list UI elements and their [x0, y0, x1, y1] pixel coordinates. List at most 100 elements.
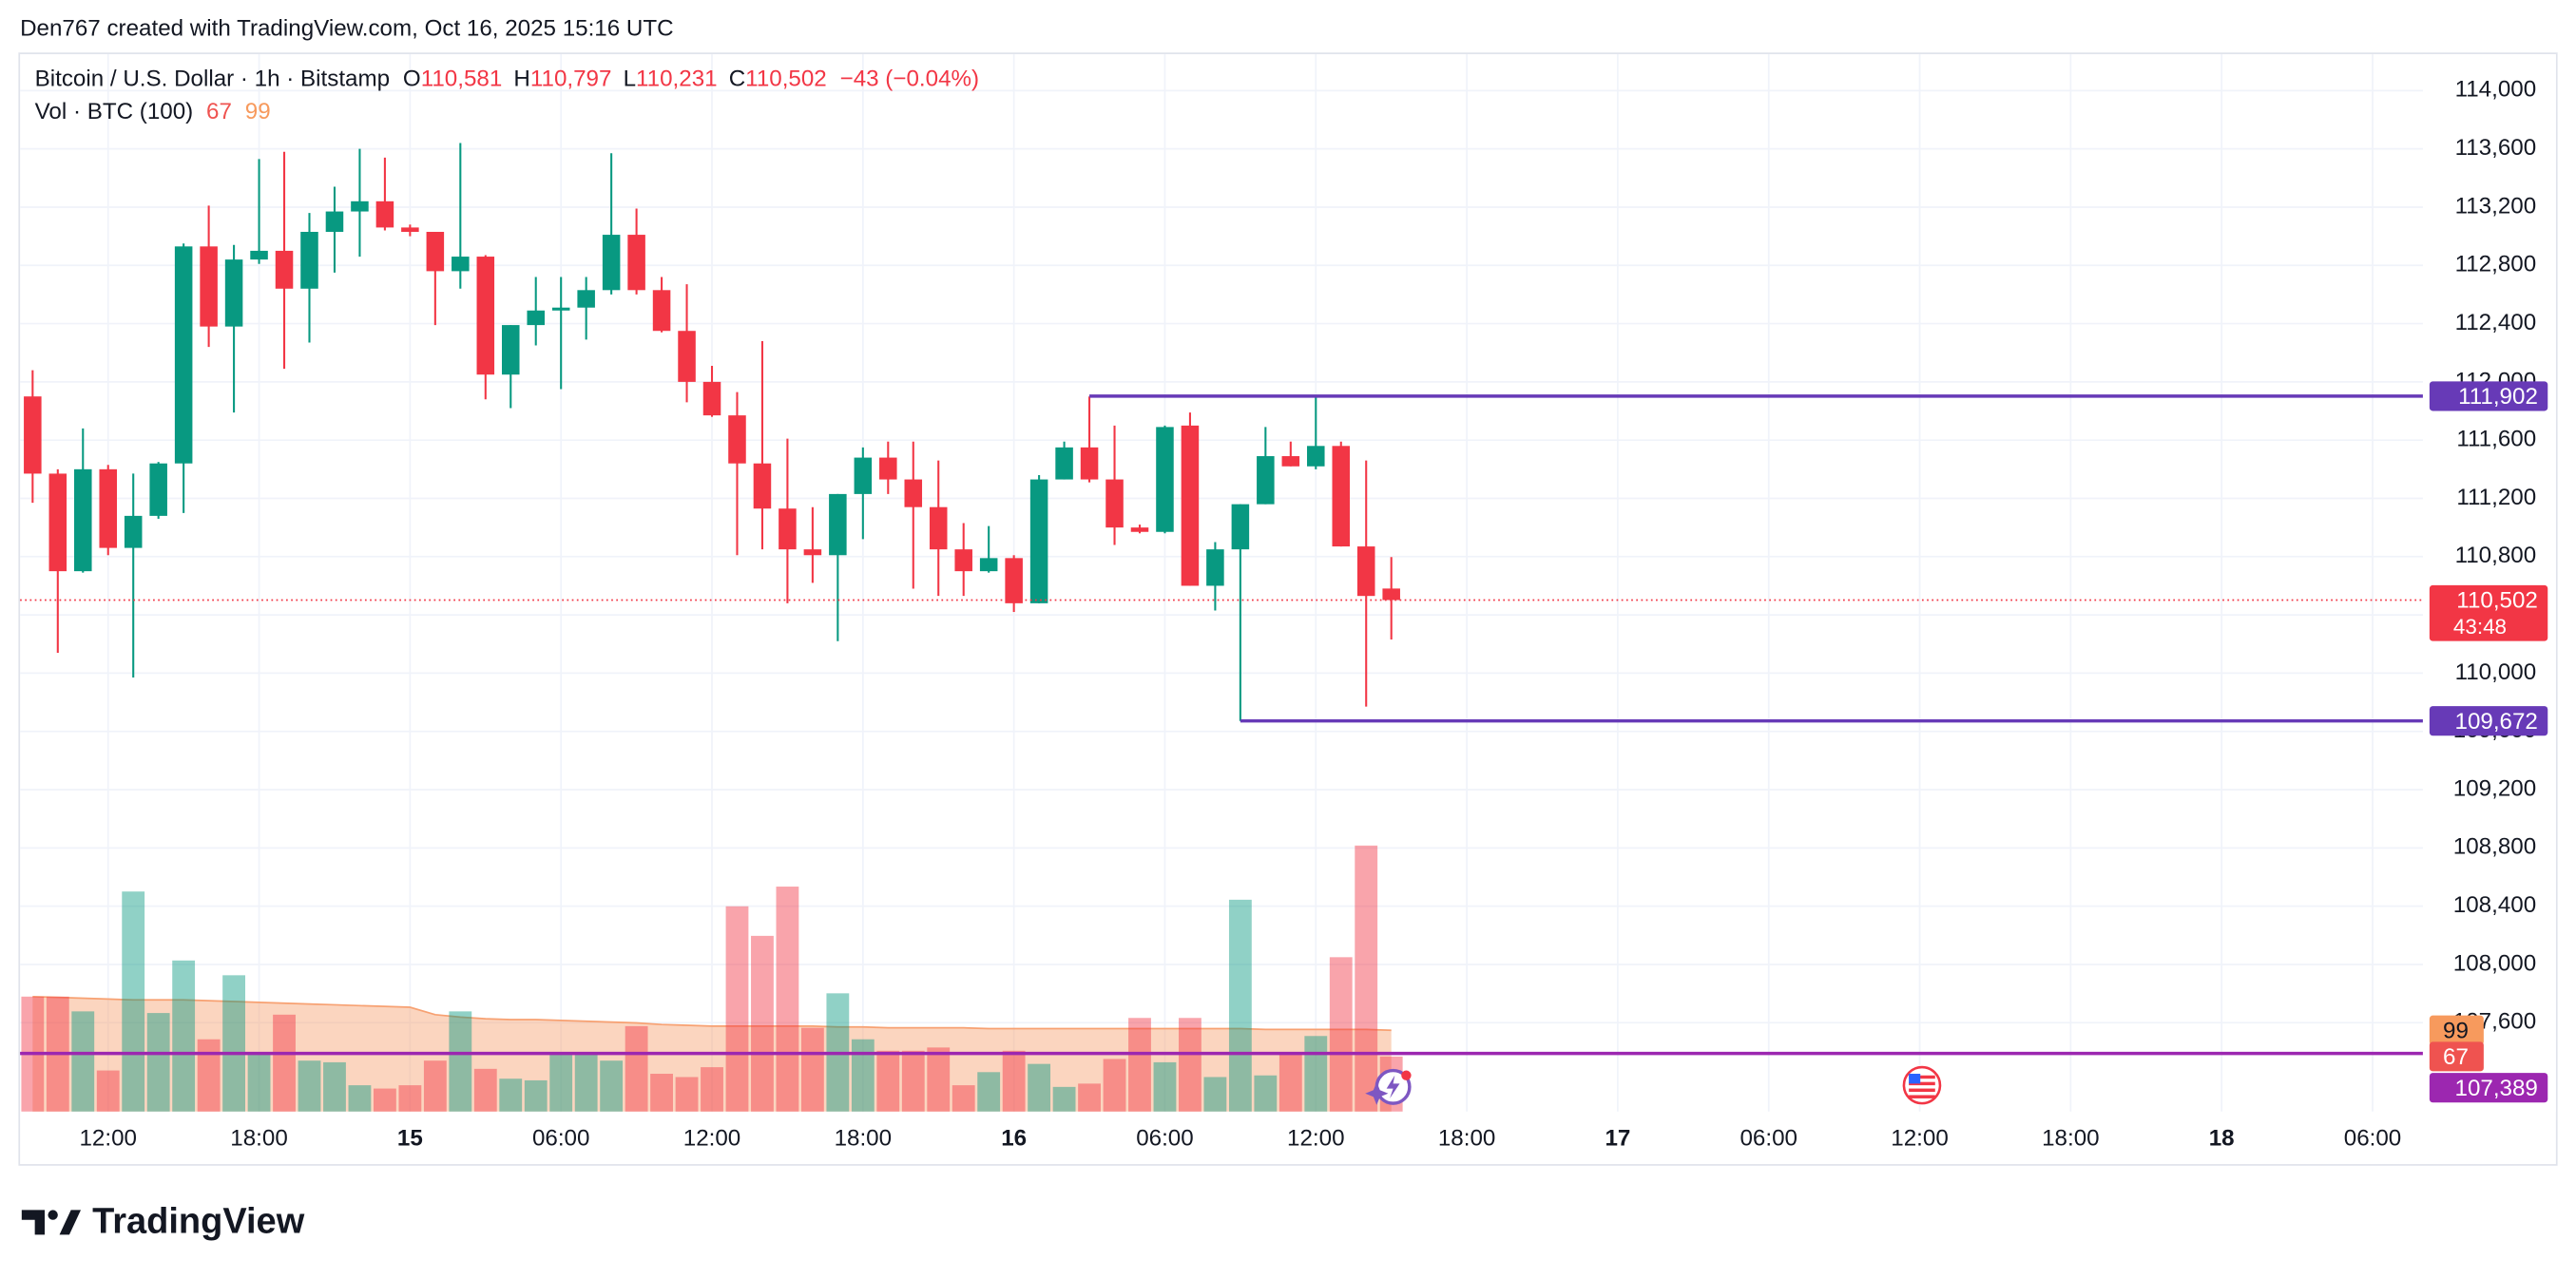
candle-body — [1356, 546, 1375, 597]
candle-body — [375, 200, 394, 228]
legend-title: Bitcoin / U.S. Dollar · 1h · Bitstamp — [35, 67, 390, 92]
candles — [24, 143, 1400, 721]
us-flag-icon[interactable] — [1902, 1065, 1942, 1105]
events-icon[interactable] — [1365, 1068, 1412, 1105]
y-tick-label: 108,800 — [2453, 834, 2536, 860]
volume-bar — [851, 1039, 875, 1112]
candle-body — [929, 506, 948, 550]
candle-body — [753, 463, 772, 509]
volume-bar — [927, 1047, 951, 1112]
candle-body — [829, 493, 847, 556]
candle-body — [1130, 527, 1149, 532]
candle-body — [452, 257, 470, 272]
candle-body — [678, 331, 696, 382]
volume-legend-ma: 99 — [245, 100, 271, 125]
volume-bar — [751, 935, 774, 1112]
legend-value: 110,502 — [745, 67, 827, 92]
candle-body — [854, 457, 873, 494]
volume-bar — [977, 1072, 1001, 1112]
volume-bar — [701, 1067, 723, 1112]
volume-ma-line — [32, 995, 1392, 1032]
volume-bar — [172, 960, 196, 1112]
volume-bar — [348, 1085, 372, 1112]
candle-body — [224, 259, 243, 327]
candle-body — [174, 246, 193, 464]
x-tick-label: 18:00 — [2042, 1126, 2100, 1152]
candle-body — [476, 257, 495, 375]
level-tag-label: 109,672 — [2455, 709, 2538, 735]
candle-body — [250, 250, 268, 260]
y-tick-label: 110,000 — [2455, 659, 2537, 685]
volume-bar — [323, 1061, 346, 1112]
x-tick-label: 12:00 — [683, 1126, 741, 1152]
candle-body — [652, 290, 671, 332]
volume-bar — [901, 1050, 925, 1112]
volume-bar — [1002, 1050, 1026, 1112]
candle-body — [1206, 549, 1224, 586]
candle-body — [1105, 479, 1124, 528]
volume-tag — [2429, 1041, 2484, 1072]
candle-body — [879, 457, 897, 480]
candle-body — [1156, 427, 1174, 532]
grid — [20, 54, 2423, 1112]
volume-bar — [1128, 1018, 1151, 1112]
axes: 107,600108,000108,400108,800109,200109,6… — [79, 77, 2536, 1152]
candle-body — [200, 246, 218, 327]
candle-body — [24, 396, 42, 474]
x-tick-label: 18:00 — [1438, 1126, 1496, 1152]
legend-value: 110,581 — [421, 67, 503, 92]
volume-tag-label: 67 — [2443, 1044, 2469, 1070]
volume-ma-tag — [2429, 1015, 2484, 1045]
volume-bar — [1304, 1036, 1328, 1112]
levels — [20, 394, 2423, 1056]
volume-bar — [1028, 1063, 1051, 1112]
candle-body — [551, 307, 570, 311]
volume-bar — [449, 1011, 472, 1112]
legend: Bitcoin / U.S. Dollar · 1h · Bitstamp O11… — [35, 67, 979, 92]
volume-bar — [1078, 1083, 1101, 1112]
candle-body — [74, 468, 92, 572]
candle-body — [1332, 446, 1351, 547]
volume-bar — [574, 1052, 598, 1112]
candle-body — [979, 558, 998, 572]
level-tag — [2429, 706, 2548, 736]
candle-body — [401, 227, 419, 233]
volume-bar — [800, 1027, 824, 1112]
candle-body — [627, 235, 645, 291]
candle-body — [325, 211, 344, 233]
legend-change: −43 (−0.04%) — [840, 67, 979, 92]
volume-bar — [298, 1060, 321, 1112]
countdown-label: 43:48 — [2453, 615, 2507, 639]
candle-body — [1281, 456, 1300, 467]
x-tick-label: 06:00 — [532, 1126, 590, 1152]
volume-bar — [1203, 1077, 1227, 1112]
x-tick-label: 12:00 — [1287, 1126, 1344, 1152]
x-tick-label: 06:00 — [2344, 1126, 2402, 1152]
volume-bar — [600, 1060, 624, 1112]
candle-body — [728, 415, 746, 464]
volume-bar — [373, 1088, 396, 1112]
volume-legend-title: Vol · BTC (100) — [35, 100, 194, 125]
x-tick-label: 06:00 — [1136, 1126, 1193, 1152]
candle-body — [602, 235, 621, 291]
volume-bar — [1228, 899, 1252, 1112]
legend-key: L — [624, 67, 636, 92]
flag-stripe — [1909, 1095, 1935, 1098]
level-tag — [2429, 381, 2548, 411]
candle-body — [501, 325, 520, 375]
attribution: Den767 created with TradingView.com, Oct… — [20, 15, 674, 41]
candle-body — [1055, 447, 1073, 480]
volume-bar — [122, 891, 145, 1112]
legend-key: H — [513, 67, 529, 92]
x-tick-label: 15 — [397, 1126, 423, 1152]
candle-body — [1382, 588, 1400, 601]
candle-body — [1029, 479, 1048, 603]
flag-stripe — [1909, 1088, 1935, 1093]
volume-legend-value: 67 — [206, 100, 232, 125]
x-tick-label: 12:00 — [1891, 1126, 1949, 1152]
price-axis — [2422, 54, 2556, 1112]
icon-bolt — [1386, 1075, 1400, 1098]
volume-bar — [398, 1085, 422, 1112]
